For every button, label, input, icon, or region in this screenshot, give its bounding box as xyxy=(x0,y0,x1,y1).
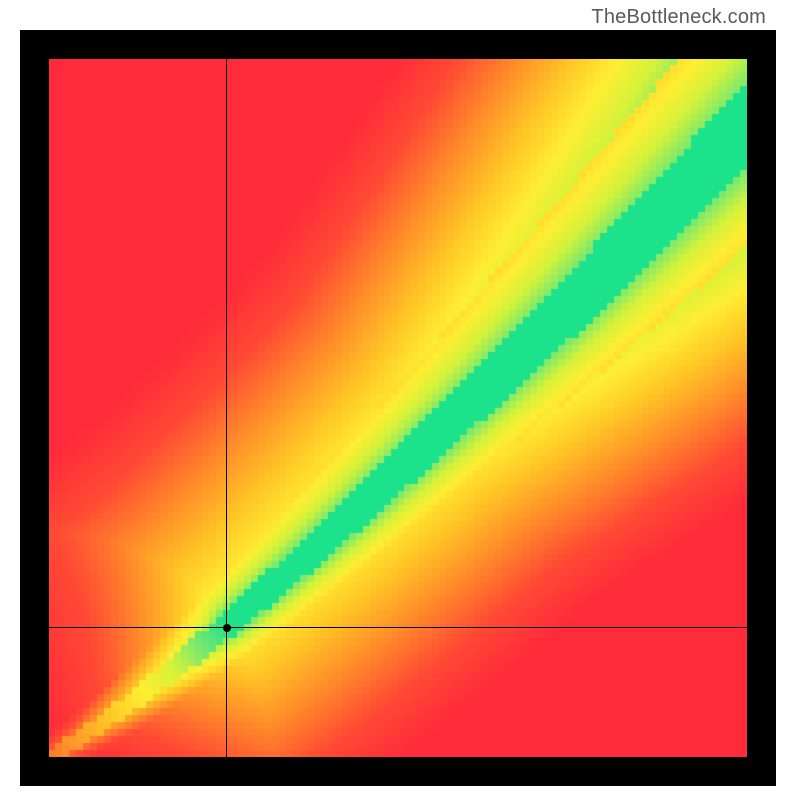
crosshair-horizontal xyxy=(49,627,747,628)
crosshair-vertical xyxy=(226,59,227,757)
watermark-label: TheBottleneck.com xyxy=(591,6,766,29)
data-point-marker xyxy=(223,624,231,632)
plot-frame xyxy=(20,30,776,786)
heatmap-canvas xyxy=(49,59,747,757)
